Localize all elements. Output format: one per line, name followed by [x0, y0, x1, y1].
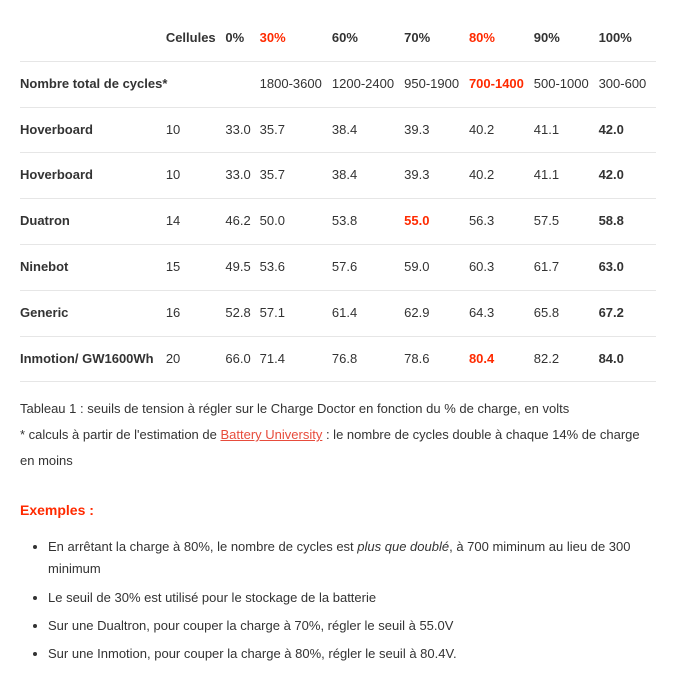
- cell-0-4: 39.3: [404, 107, 469, 153]
- cell-2-6: 57.5: [534, 199, 599, 245]
- row-label: Hoverboard: [20, 153, 166, 199]
- example-prefix: Sur une Dualtron, pour couper la charge …: [48, 618, 453, 633]
- cell-2-5: 56.3: [469, 199, 534, 245]
- cell-1-4: 39.3: [404, 153, 469, 199]
- cell-0-6: 41.1: [534, 107, 599, 153]
- cell-0-7: 42.0: [599, 107, 656, 153]
- header-5: 80%: [469, 16, 534, 61]
- table-caption: Tableau 1 : seuils de tension à régler s…: [20, 396, 656, 474]
- cell-1-3: 38.4: [332, 153, 404, 199]
- example-item: Le seuil de 30% est utilisé pour le stoc…: [48, 587, 656, 609]
- caption-line2-prefix: * calculs à partir de l'estimation de: [20, 427, 220, 442]
- cell-4-6: 65.8: [534, 290, 599, 336]
- cycles-cell-6: 300-600: [599, 61, 656, 107]
- cell-3-6: 61.7: [534, 244, 599, 290]
- cell-4-0: 16: [166, 290, 226, 336]
- cycles-cell-2: 1200-2400: [332, 61, 404, 107]
- example-prefix: En arrêtant la charge à 80%, le nombre d…: [48, 539, 357, 554]
- cell-4-4: 62.9: [404, 290, 469, 336]
- row-label: Ninebot: [20, 244, 166, 290]
- cell-4-2: 57.1: [260, 290, 332, 336]
- cell-0-0: 10: [166, 107, 226, 153]
- table-header-row: Cellules0%30%60%70%80%90%100%: [20, 16, 656, 61]
- cell-5-3: 76.8: [332, 336, 404, 382]
- cell-1-6: 41.1: [534, 153, 599, 199]
- table-row: Duatron1446.250.053.855.056.357.558.8: [20, 199, 656, 245]
- row-label: Duatron: [20, 199, 166, 245]
- cell-1-7: 42.0: [599, 153, 656, 199]
- cell-3-4: 59.0: [404, 244, 469, 290]
- header-6: 90%: [534, 16, 599, 61]
- cell-0-2: 35.7: [260, 107, 332, 153]
- cell-0-5: 40.2: [469, 107, 534, 153]
- cell-1-0: 10: [166, 153, 226, 199]
- example-em: plus que doublé: [357, 539, 449, 554]
- example-prefix: Sur une Inmotion, pour couper la charge …: [48, 646, 457, 661]
- cell-3-0: 15: [166, 244, 226, 290]
- table-row: Inmotion/ GW1600Wh2066.071.476.878.680.4…: [20, 336, 656, 382]
- battery-university-link[interactable]: Battery University: [220, 427, 322, 442]
- header-0: Cellules: [166, 16, 226, 61]
- cycles-cell-5: 500-1000: [534, 61, 599, 107]
- cell-5-7: 84.0: [599, 336, 656, 382]
- header-empty: [20, 16, 166, 61]
- header-2: 30%: [260, 16, 332, 61]
- cell-2-7: 58.8: [599, 199, 656, 245]
- cell-1-1: 33.0: [225, 153, 259, 199]
- header-3: 60%: [332, 16, 404, 61]
- cell-3-2: 53.6: [260, 244, 332, 290]
- example-prefix: Le seuil de 30% est utilisé pour le stoc…: [48, 590, 376, 605]
- cell-5-2: 71.4: [260, 336, 332, 382]
- example-item: Sur une Dualtron, pour couper la charge …: [48, 615, 656, 637]
- cell-2-1: 46.2: [225, 199, 259, 245]
- row-label: Inmotion/ GW1600Wh: [20, 336, 166, 382]
- cell-1-5: 40.2: [469, 153, 534, 199]
- example-item: Sur une Inmotion, pour couper la charge …: [48, 643, 656, 665]
- cell-2-0: 14: [166, 199, 226, 245]
- cycles-cell-0: [225, 61, 259, 107]
- header-7: 100%: [599, 16, 656, 61]
- cell-0-1: 33.0: [225, 107, 259, 153]
- cell-2-3: 53.8: [332, 199, 404, 245]
- cell-0-3: 38.4: [332, 107, 404, 153]
- cell-5-0: 20: [166, 336, 226, 382]
- voltage-table: Cellules0%30%60%70%80%90%100% Nombre tot…: [20, 16, 656, 382]
- row-label: Generic: [20, 290, 166, 336]
- cell-5-6: 82.2: [534, 336, 599, 382]
- cell-3-1: 49.5: [225, 244, 259, 290]
- cell-5-1: 66.0: [225, 336, 259, 382]
- cell-5-4: 78.6: [404, 336, 469, 382]
- table-row: Hoverboard1033.035.738.439.340.241.142.0: [20, 107, 656, 153]
- examples-heading: Exemples :: [20, 502, 656, 518]
- cycles-cell-1: 1800-3600: [260, 61, 332, 107]
- table-row: Hoverboard1033.035.738.439.340.241.142.0: [20, 153, 656, 199]
- cell-5-5: 80.4: [469, 336, 534, 382]
- cycles-cell-4: 700-1400: [469, 61, 534, 107]
- cell-3-5: 60.3: [469, 244, 534, 290]
- table-row: Ninebot1549.553.657.659.060.361.763.0: [20, 244, 656, 290]
- cycles-row: Nombre total de cycles* 1800-36001200-24…: [20, 61, 656, 107]
- cell-3-3: 57.6: [332, 244, 404, 290]
- header-1: 0%: [225, 16, 259, 61]
- cycles-label: Nombre total de cycles*: [20, 61, 225, 107]
- cell-4-7: 67.2: [599, 290, 656, 336]
- cell-2-4: 55.0: [404, 199, 469, 245]
- row-label: Hoverboard: [20, 107, 166, 153]
- example-item: En arrêtant la charge à 80%, le nombre d…: [48, 536, 656, 580]
- cell-1-2: 35.7: [260, 153, 332, 199]
- cell-2-2: 50.0: [260, 199, 332, 245]
- cell-4-3: 61.4: [332, 290, 404, 336]
- cell-4-1: 52.8: [225, 290, 259, 336]
- header-4: 70%: [404, 16, 469, 61]
- cycles-cell-3: 950-1900: [404, 61, 469, 107]
- cell-4-5: 64.3: [469, 290, 534, 336]
- table-row: Generic1652.857.161.462.964.365.867.2: [20, 290, 656, 336]
- examples-list: En arrêtant la charge à 80%, le nombre d…: [48, 536, 656, 664]
- caption-line1: Tableau 1 : seuils de tension à régler s…: [20, 401, 569, 416]
- cell-3-7: 63.0: [599, 244, 656, 290]
